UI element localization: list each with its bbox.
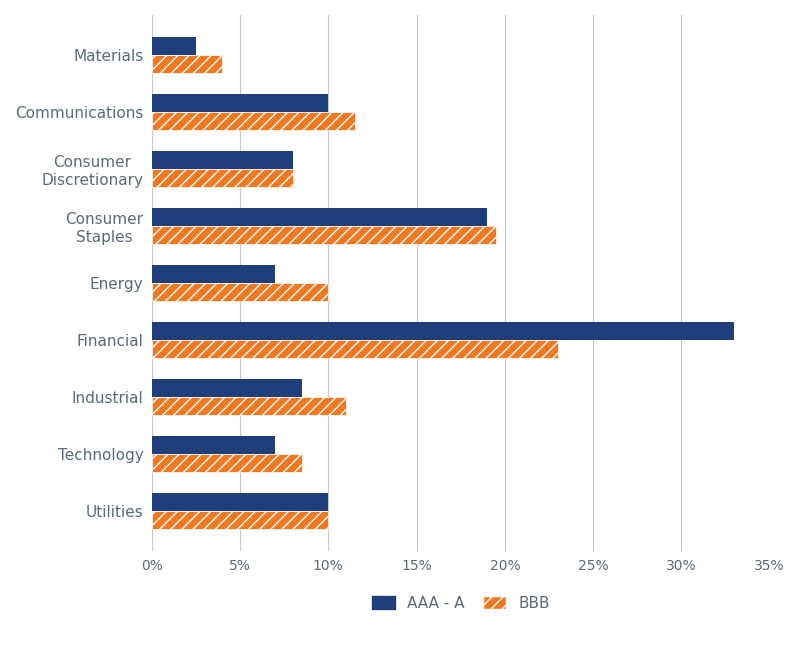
- Bar: [152, 436, 275, 454]
- Bar: [152, 112, 354, 130]
- Bar: [152, 55, 222, 73]
- Bar: [152, 493, 328, 511]
- Bar: [152, 169, 293, 187]
- Bar: [152, 397, 346, 415]
- Bar: [152, 454, 302, 472]
- Bar: [152, 283, 328, 301]
- Bar: [152, 226, 496, 244]
- Bar: [152, 379, 302, 397]
- Bar: [152, 265, 275, 283]
- Legend: AAA - A, BBB: AAA - A, BBB: [364, 588, 557, 619]
- Bar: [152, 340, 558, 358]
- Bar: [152, 37, 196, 55]
- Bar: [152, 511, 328, 529]
- Bar: [152, 322, 734, 340]
- Bar: [152, 208, 487, 226]
- Bar: [152, 151, 293, 169]
- Bar: [152, 94, 328, 112]
